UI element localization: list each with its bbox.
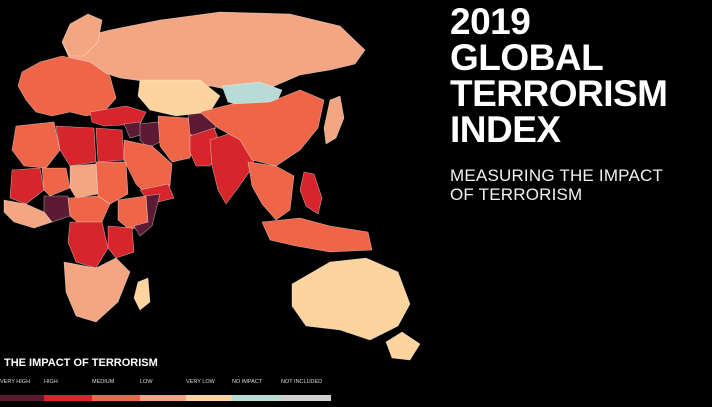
legend-label-very-high: VERY HIGH <box>0 379 31 385</box>
legend-label-high: HIGH <box>44 379 58 385</box>
legend-swatch-low <box>140 395 186 401</box>
legend-swatch-medium <box>92 395 140 401</box>
legend-label-low: LOW <box>140 379 153 385</box>
country-japan <box>323 95 345 145</box>
legend-label-no-impact: NO IMPACT <box>232 379 263 385</box>
title-block: 2019 GLOBAL TERRORISM INDEX MEASURING TH… <box>450 1 712 204</box>
country-somalia <box>133 193 161 237</box>
country-chad <box>69 163 99 199</box>
country-russia <box>61 11 366 93</box>
subtitle-line-2: OF TERRORISM <box>450 185 583 204</box>
legend-label-very-low: VERY LOW <box>186 379 215 385</box>
country-australia <box>291 257 411 341</box>
legend-swatch-not-included <box>281 395 331 401</box>
legend-swatch-no-impact <box>232 395 281 401</box>
title-line-index: INDEX <box>450 109 561 150</box>
country-libya <box>55 125 97 167</box>
country-indonesia <box>261 217 373 253</box>
country-central-africa <box>67 195 111 227</box>
country-niger <box>41 167 71 197</box>
country-iran <box>157 115 197 163</box>
subtitle-line-1: MEASURING THE IMPACT <box>450 166 664 185</box>
legend-label-medium: MEDIUM <box>92 379 115 385</box>
title-line-terrorism: TERRORISM <box>450 73 668 114</box>
legend-swatch-very-low <box>186 395 232 401</box>
legend-label-not-included: NOT INCLUDED <box>281 379 323 385</box>
country-southern-africa <box>63 257 131 323</box>
country-nigeria <box>43 195 71 223</box>
country-sudan <box>95 161 129 205</box>
country-new-zealand <box>385 331 421 361</box>
country-madagascar <box>133 277 151 311</box>
legend-swatch-very-high <box>0 395 44 401</box>
country-southeast-asia <box>247 161 295 221</box>
subtitle: MEASURING THE IMPACT OF TERRORISM <box>450 166 712 204</box>
legend-swatch-high <box>44 395 92 401</box>
country-china <box>199 89 325 167</box>
country-scandinavia <box>61 13 103 57</box>
country-egypt <box>95 127 125 163</box>
country-congo <box>67 221 109 269</box>
country-iraq <box>139 121 165 149</box>
title-line-year: 2019 <box>450 1 531 42</box>
country-kazakhstan <box>137 79 221 117</box>
legend: THE IMPACT OF TERRORISM VERY HIGH HIGH M… <box>0 357 340 401</box>
country-algeria <box>11 121 61 169</box>
country-mali <box>9 167 45 205</box>
legend-color-bar <box>0 395 340 401</box>
legend-title: THE IMPACT OF TERRORISM <box>4 357 158 369</box>
legend-labels: VERY HIGH HIGH MEDIUM LOW VERY LOW NO IM… <box>0 379 340 391</box>
country-philippines <box>299 171 323 215</box>
title-line-global: GLOBAL <box>450 37 604 78</box>
country-kenya <box>107 225 135 259</box>
country-west-africa <box>3 199 53 229</box>
